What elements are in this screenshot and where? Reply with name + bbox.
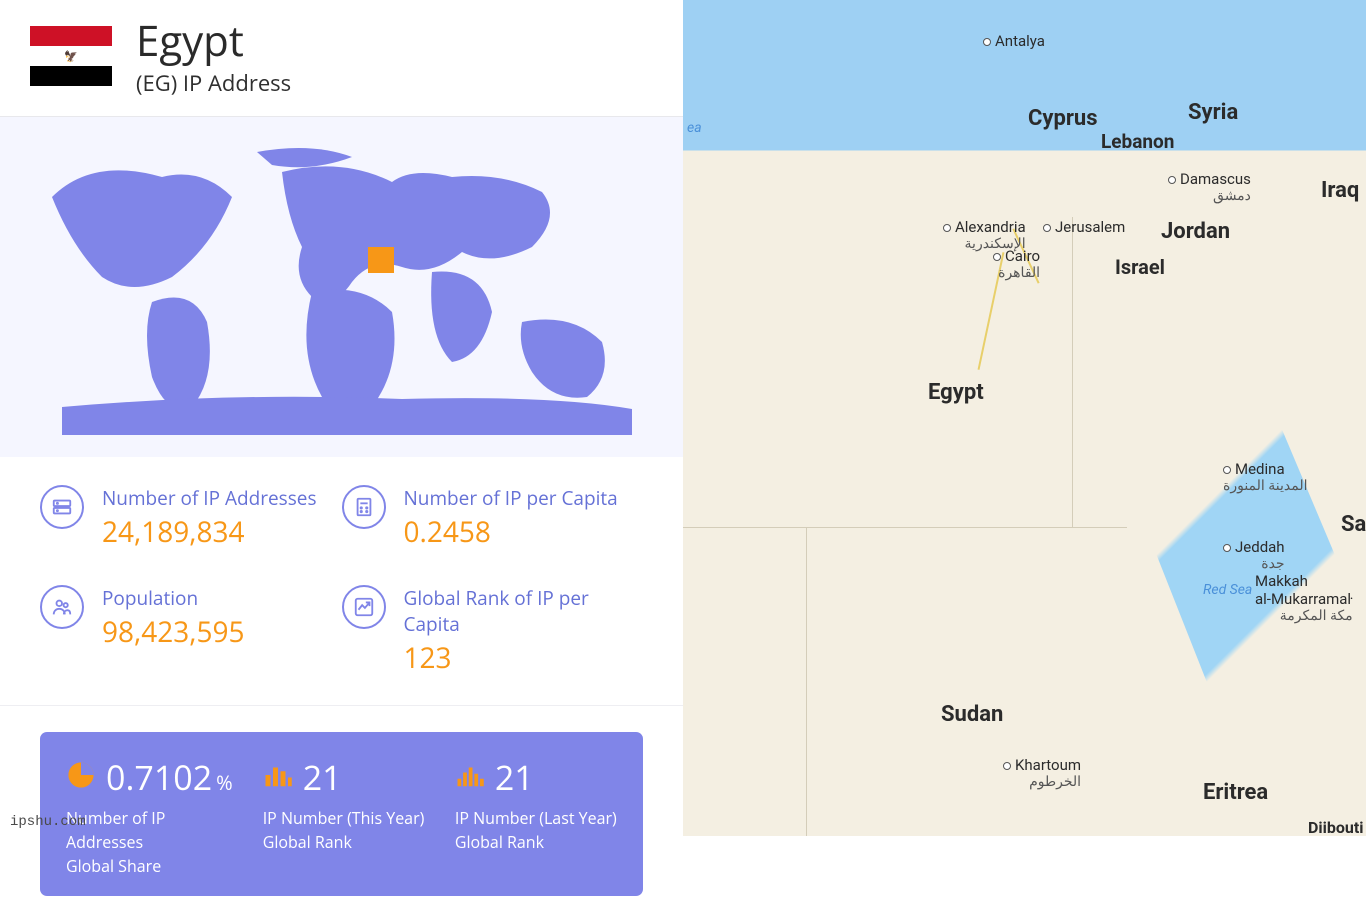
map-label: Medinaالمدينة المنورة <box>1223 460 1308 494</box>
rank-item-1: 21 IP Number (This Year)Global Rank <box>263 754 425 878</box>
stat-ip-count: Number of IP Addresses 24,189,834 <box>40 485 342 551</box>
map-label: Eritrea <box>1203 780 1268 805</box>
map-label: Khartoumالخرطوم <box>1003 756 1081 790</box>
map-highlight-egypt <box>368 247 394 273</box>
rank-card: 0.7102% Number of IP AddressesGlobal Shar… <box>40 732 643 896</box>
people-icon <box>40 585 84 629</box>
map-label: Diibouti <box>1308 818 1364 837</box>
map-label: Egypt <box>928 380 984 405</box>
rank-label: Number of IP AddressesGlobal Share <box>66 806 233 878</box>
sea-label-med: ea <box>687 120 702 136</box>
rank-item-2: 21 IP Number (Last Year)Global Rank <box>455 754 617 878</box>
stats-grid: Number of IP Addresses 24,189,834 Number… <box>0 457 683 706</box>
stat-rank-per-capita: Global Rank of IP per Capita 123 <box>342 585 644 677</box>
header: 🦅 Egypt (EG) IP Address <box>0 0 683 117</box>
watermark: ipshu.com <box>10 814 86 830</box>
stat-value: 24,189,834 <box>102 513 317 551</box>
map-label: Lebanon <box>1101 130 1174 153</box>
map-label: Makkah <box>1255 572 1308 590</box>
map-label: Cyprus <box>1028 106 1098 131</box>
country-flag: 🦅 <box>30 26 112 86</box>
left-panel: 🦅 Egypt (EG) IP Address <box>0 0 683 836</box>
country-title: Egypt <box>136 20 291 62</box>
stat-ip-per-capita: Number of IP per Capita 0.2458 <box>342 485 644 551</box>
stat-label: Number of IP per Capita <box>404 485 618 511</box>
page-subtitle: (EG) IP Address <box>136 68 291 98</box>
rank-label: IP Number (Last Year)Global Rank <box>455 806 617 854</box>
stat-label: Global Rank of IP per Capita <box>404 585 644 637</box>
trend-icon <box>342 585 386 629</box>
map-label: Jerusalem <box>1043 218 1125 236</box>
stat-label: Number of IP Addresses <box>102 485 317 511</box>
world-map-svg <box>32 137 652 437</box>
map-label: Cairoالقاهرة <box>993 247 1040 281</box>
rank-label: IP Number (This Year)Global Rank <box>263 806 425 854</box>
world-map <box>0 117 683 457</box>
rank-item-0: 0.7102% Number of IP AddressesGlobal Shar… <box>66 754 233 878</box>
map-label: al-Mukarramaŀمكة المكرمة <box>1255 590 1353 624</box>
rank-icon <box>263 760 293 795</box>
rank-unit: % <box>216 769 233 796</box>
stat-value: 98,423,595 <box>102 613 245 651</box>
map-label: Jeddahجدة <box>1223 538 1285 572</box>
stat-label: Population <box>102 585 245 611</box>
rank-value: 0.7102 <box>106 754 212 800</box>
rank-value: 21 <box>495 754 534 800</box>
regional-map[interactable]: ea Red Sea Antalya Cyprus Syria Lebanon Dama… <box>683 0 1366 836</box>
map-label: Israel <box>1115 255 1165 279</box>
map-label: Iraq <box>1321 178 1359 203</box>
map-label: Syria <box>1188 100 1238 125</box>
calculator-icon <box>342 485 386 529</box>
rank-icon <box>455 760 485 795</box>
flag-emblem-icon: 🦅 <box>64 49 78 64</box>
rank-icon <box>66 760 96 795</box>
rank-value: 21 <box>303 754 342 800</box>
stat-value: 123 <box>404 639 644 677</box>
map-label: Jordan <box>1161 219 1230 244</box>
map-label: Sudan <box>941 702 1003 727</box>
sea-label-red: Red Sea <box>1203 582 1252 598</box>
server-icon <box>40 485 84 529</box>
map-label: Damascusدمشق <box>1168 170 1251 204</box>
map-label: Sa <box>1341 512 1366 537</box>
stat-population: Population 98,423,595 <box>40 585 342 677</box>
stat-value: 0.2458 <box>404 513 618 551</box>
map-label: Antalya <box>983 32 1045 50</box>
